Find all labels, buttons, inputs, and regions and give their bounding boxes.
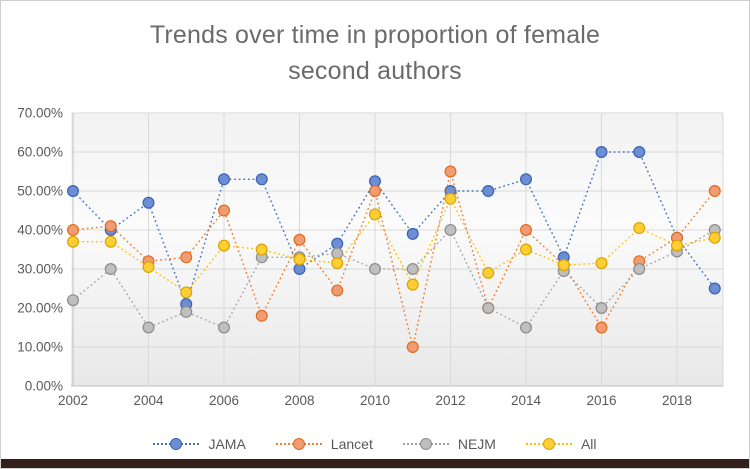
- bottom-strip: [1, 459, 749, 468]
- y-tick-label: 10.00%: [17, 340, 63, 355]
- x-tick-label: 2002: [58, 393, 88, 408]
- legend-item-all[interactable]: All: [525, 436, 597, 452]
- x-tick-label: 2006: [209, 393, 239, 408]
- data-point-jama-2007: [255, 173, 268, 186]
- data-point-lancet-2010: [369, 185, 382, 198]
- data-point-lancet-2005: [180, 251, 193, 264]
- data-point-nejm-2017: [633, 263, 646, 276]
- data-point-all-2009: [331, 257, 344, 270]
- data-point-all-2014: [519, 243, 532, 256]
- data-point-all-2005: [180, 286, 193, 299]
- plot-background: [71, 113, 723, 386]
- y-tick-label: 0.00%: [25, 379, 63, 394]
- data-point-lancet-2002: [66, 224, 79, 237]
- legend-label: All: [580, 436, 597, 452]
- y-tick-label: 50.00%: [17, 184, 63, 199]
- y-tick-label: 70.00%: [17, 106, 63, 121]
- x-tick-label: 2008: [284, 393, 314, 408]
- y-tick-label: 60.00%: [17, 145, 63, 160]
- data-point-jama-2017: [633, 146, 646, 159]
- data-point-jama-2019: [708, 282, 721, 295]
- data-point-jama-2002: [66, 185, 79, 198]
- data-point-all-2008: [293, 253, 306, 266]
- chart-title: Trends over time in proportion of female…: [1, 17, 749, 89]
- data-point-jama-2004: [142, 196, 155, 209]
- data-point-all-2011: [406, 278, 419, 291]
- data-point-nejm-2002: [66, 294, 79, 307]
- data-point-jama-2011: [406, 227, 419, 240]
- legend-item-jama[interactable]: JAMA: [153, 436, 246, 452]
- legend-marker-lancet-icon: [275, 438, 322, 450]
- legend-marker-all-icon: [525, 438, 572, 450]
- legend-item-lancet[interactable]: Lancet: [275, 436, 373, 452]
- data-point-all-2003: [104, 235, 117, 248]
- data-point-lancet-2008: [293, 233, 306, 246]
- legend-label: Lancet: [330, 436, 373, 452]
- data-point-lancet-2014: [519, 224, 532, 237]
- legend-item-nejm[interactable]: NEJM: [402, 436, 496, 452]
- data-point-all-2013: [482, 266, 495, 279]
- data-point-nejm-2003: [104, 263, 117, 276]
- data-point-lancet-2016: [595, 321, 608, 334]
- legend-label: NEJM: [457, 436, 496, 452]
- data-point-nejm-2013: [482, 302, 495, 315]
- data-point-lancet-2019: [708, 185, 721, 198]
- x-tick-label: 2018: [662, 393, 692, 408]
- data-point-all-2002: [66, 235, 79, 248]
- data-point-nejm-2014: [519, 321, 532, 334]
- x-tick-label: 2004: [133, 393, 164, 408]
- data-point-nejm-2012: [444, 224, 457, 237]
- data-point-nejm-2005: [180, 305, 193, 318]
- data-point-all-2017: [633, 222, 646, 235]
- legend-marker-nejm-icon: [402, 438, 449, 450]
- data-point-all-2007: [255, 243, 268, 256]
- x-tick-label: 2014: [511, 393, 542, 408]
- data-point-lancet-2003: [104, 220, 117, 233]
- data-point-all-2019: [708, 231, 721, 244]
- x-tick-label: 2016: [586, 393, 616, 408]
- data-point-all-2010: [369, 208, 382, 221]
- data-point-nejm-2011: [406, 263, 419, 276]
- data-point-lancet-2007: [255, 309, 268, 322]
- data-point-all-2015: [557, 259, 570, 272]
- data-point-jama-2016: [595, 146, 608, 159]
- data-point-all-2016: [595, 257, 608, 270]
- legend-marker-jama-icon: [153, 438, 200, 450]
- data-point-lancet-2009: [331, 284, 344, 297]
- chart-title-line1: Trends over time in proportion of female: [149, 21, 601, 49]
- data-point-all-2006: [218, 239, 231, 252]
- series-line-all: [73, 197, 715, 294]
- data-point-nejm-2016: [595, 302, 608, 315]
- data-point-nejm-2004: [142, 321, 155, 334]
- data-point-all-2004: [142, 261, 155, 274]
- y-tick-label: 30.00%: [17, 262, 63, 277]
- data-point-jama-2014: [519, 173, 532, 186]
- data-point-lancet-2011: [406, 341, 419, 354]
- y-tick-label: 20.00%: [17, 301, 63, 316]
- chart-legend: JAMA Lancet NEJM All: [1, 436, 749, 452]
- chart-title-line2: second authors: [288, 57, 462, 85]
- data-point-nejm-2010: [369, 263, 382, 276]
- y-tick-label: 40.00%: [17, 223, 63, 238]
- x-tick-label: 2010: [360, 393, 390, 408]
- data-point-jama-2013: [482, 185, 495, 198]
- series-line-nejm: [72, 228, 716, 329]
- x-tick-label: 2012: [435, 393, 465, 408]
- series-line-lancet: [72, 171, 716, 348]
- data-point-all-2018: [670, 239, 683, 252]
- data-point-nejm-2006: [218, 321, 231, 334]
- legend-label: JAMA: [208, 436, 246, 452]
- data-point-lancet-2012: [444, 165, 457, 178]
- data-point-all-2012: [444, 192, 457, 205]
- data-point-jama-2006: [218, 173, 231, 186]
- data-point-lancet-2006: [218, 204, 231, 217]
